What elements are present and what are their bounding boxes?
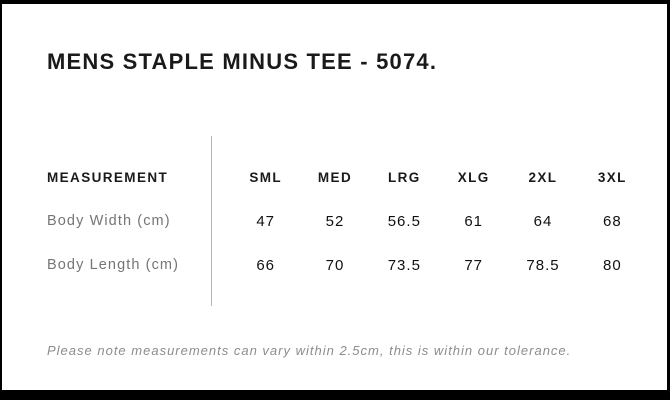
table-row-body-length: Body Length (cm) 66 70 73.5 77 78.5 80 bbox=[47, 243, 647, 287]
product-title: MENS STAPLE MINUS TEE - 5074. bbox=[47, 49, 438, 74]
row-label-body-width: Body Width (cm) bbox=[47, 213, 171, 229]
body-width-value-3xl: 68 bbox=[602, 212, 622, 230]
body-length-value-lrg: 73.5 bbox=[387, 256, 421, 274]
body-length-value-2xl: 78.5 bbox=[526, 256, 560, 274]
size-column-header-2xl: 2XL bbox=[528, 169, 558, 185]
body-width-value-sml: 47 bbox=[256, 212, 275, 230]
size-table: MEASUREMENT SML MED LRG XLG 2XL 3XL Body… bbox=[47, 136, 647, 306]
size-column-header-3xl: 3XL bbox=[597, 169, 627, 185]
size-column-header-lrg: LRG bbox=[387, 169, 421, 185]
measurement-column-header: MEASUREMENT bbox=[47, 169, 169, 185]
table-header-row: MEASUREMENT SML MED LRG XLG 2XL 3XL bbox=[47, 155, 647, 199]
body-width-value-xlg: 61 bbox=[464, 212, 483, 230]
table-row-body-width: Body Width (cm) 47 52 56.5 61 64 68 bbox=[47, 199, 647, 243]
tolerance-note: Please note measurements can vary within… bbox=[47, 343, 572, 358]
row-label-body-length: Body Length (cm) bbox=[47, 257, 180, 273]
column-divider-line bbox=[211, 136, 212, 306]
body-width-value-lrg: 56.5 bbox=[387, 212, 421, 230]
body-length-value-3xl: 80 bbox=[602, 256, 622, 274]
size-column-header-sml: SML bbox=[249, 169, 283, 185]
body-width-value-2xl: 64 bbox=[533, 212, 553, 230]
body-length-value-sml: 66 bbox=[256, 256, 275, 274]
body-width-value-med: 52 bbox=[325, 212, 345, 230]
page-content: MENS STAPLE MINUS TEE - 5074. MEASUREMEN… bbox=[2, 49, 667, 359]
body-length-value-med: 70 bbox=[325, 256, 345, 274]
body-length-value-xlg: 77 bbox=[464, 256, 483, 274]
size-column-header-xlg: XLG bbox=[457, 169, 490, 185]
size-column-header-med: MED bbox=[317, 169, 353, 185]
